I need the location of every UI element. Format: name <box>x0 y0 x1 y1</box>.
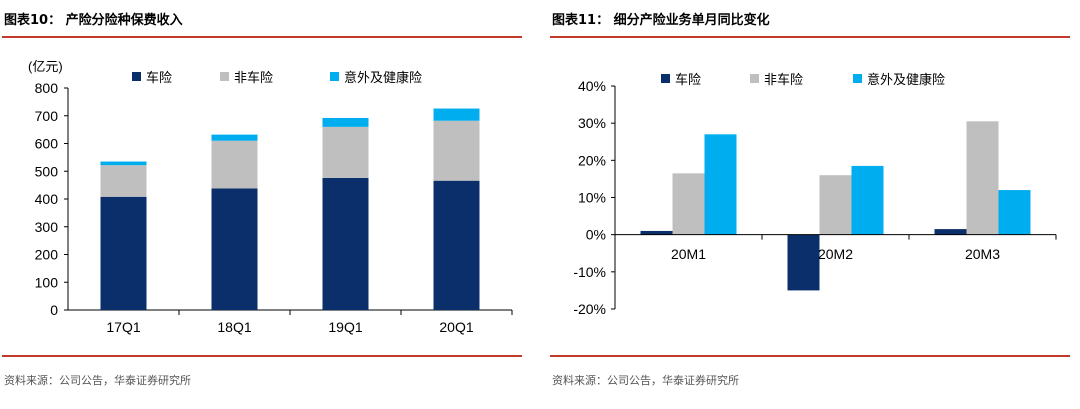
bar-20M2-series-1 <box>819 175 852 235</box>
legend-label-0: 车险 <box>146 70 172 85</box>
bar-18Q1-series-1 <box>211 140 258 189</box>
x-tick-label: 18Q1 <box>217 319 251 335</box>
y-tick-label: 40% <box>578 78 606 94</box>
bar-19Q1-series-2 <box>322 117 369 127</box>
bar-19Q1-series-0 <box>322 177 369 310</box>
y-tick-label: 400 <box>35 191 59 207</box>
bar-20Q1-series-0 <box>433 180 480 310</box>
right-bottom-rule <box>550 355 1070 357</box>
bar-20M1-series-0 <box>640 230 673 235</box>
left-title-rule <box>2 36 522 38</box>
bar-20M1-series-2 <box>704 134 737 235</box>
y-tick-label: 0% <box>586 227 606 243</box>
y-tick-label: 20% <box>578 152 606 168</box>
y-tick-label: 500 <box>35 163 59 179</box>
right-grouped-bar-chart: -20% -10% 0% 10% 20% 30% 40% 20M1 20M2 20M3 车险 非车险 意… <box>573 72 1057 317</box>
legend-label-0: 车险 <box>675 72 701 87</box>
left-source-note: 资料来源：公司公告，华泰证券研究所 <box>4 374 191 387</box>
bar-20M2-series-2 <box>851 165 884 235</box>
legend-swatch-2 <box>853 74 862 83</box>
y-tick-label: 700 <box>35 108 59 124</box>
y-tick-label: 300 <box>35 219 59 235</box>
legend-swatch-1 <box>220 72 229 81</box>
legend-label-1: 非车险 <box>764 72 803 87</box>
bar-20M2-series-0 <box>787 234 820 291</box>
left-chart-panel: 图表10： 产险分险种保费收入 (亿元) 0 100 200 300 400 500 600 7… <box>0 0 530 409</box>
legend-label-2: 意外及健康险 <box>344 70 422 85</box>
bar-20M3-series-1 <box>966 121 999 235</box>
bar-20M3-series-2 <box>998 190 1031 235</box>
bar-18Q1-series-2 <box>211 134 258 141</box>
x-tick-label: 20M2 <box>818 246 853 262</box>
y-tick-label: 10% <box>578 190 606 206</box>
x-tick-label: 20Q1 <box>439 319 473 335</box>
legend-swatch-1 <box>750 74 759 83</box>
y-tick-label: 600 <box>35 136 59 152</box>
bar-18Q1-series-0 <box>211 188 258 310</box>
y-tick-label: -20% <box>573 301 606 317</box>
legend-label-1: 非车险 <box>234 70 273 85</box>
x-tick-label: 19Q1 <box>328 319 362 335</box>
bar-20Q1-series-2 <box>433 108 480 121</box>
x-tick-label: 17Q1 <box>106 319 140 335</box>
bar-17Q1-series-0 <box>100 196 147 310</box>
y-tick-label: 30% <box>578 115 606 131</box>
right-title-rule <box>550 36 1070 38</box>
right-source-note: 资料来源：公司公告，华泰证券研究所 <box>552 374 739 387</box>
x-tick-label: 20M3 <box>965 246 1000 262</box>
bar-17Q1-series-1 <box>100 165 147 197</box>
y-tick-label: 100 <box>35 274 59 290</box>
bar-20M1-series-1 <box>672 173 705 235</box>
bar-17Q1-series-2 <box>100 161 147 166</box>
left-stacked-bar-chart: (亿元) 0 100 200 300 400 500 600 700 800 17Q1 18Q1 19Q… <box>28 59 513 335</box>
left-figure-title: 图表10： 产险分险种保费收入 <box>4 13 183 28</box>
left-bottom-rule <box>2 355 522 357</box>
y-tick-label: 0 <box>50 302 58 318</box>
legend-label-2: 意外及健康险 <box>867 72 945 87</box>
legend-swatch-2 <box>330 72 339 81</box>
x-tick-label: 20M1 <box>671 246 706 262</box>
y-tick-label: -10% <box>573 264 606 280</box>
right-chart-panel: 图表11： 细分产险业务单月同比变化 -20% -10% 0% 10% 20% 30% 40… <box>548 0 1080 409</box>
bar-19Q1-series-1 <box>322 126 369 178</box>
y-tick-label: 800 <box>35 80 59 96</box>
y-unit-label: (亿元) <box>28 59 63 74</box>
right-figure-title: 图表11： 细分产险业务单月同比变化 <box>552 13 770 28</box>
bar-20M3-series-0 <box>934 229 967 235</box>
legend-swatch-0 <box>132 72 141 81</box>
bar-20Q1-series-1 <box>433 120 480 181</box>
y-tick-label: 200 <box>35 247 59 263</box>
legend-swatch-0 <box>661 74 670 83</box>
